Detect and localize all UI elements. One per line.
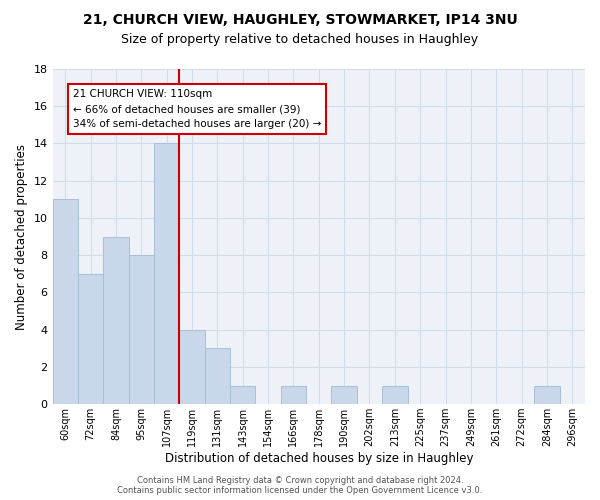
Bar: [534, 386, 560, 404]
Bar: [281, 386, 306, 404]
Bar: [382, 386, 407, 404]
X-axis label: Distribution of detached houses by size in Haughley: Distribution of detached houses by size …: [164, 452, 473, 465]
Bar: [103, 236, 128, 404]
Bar: [179, 330, 205, 404]
Text: 21, CHURCH VIEW, HAUGHLEY, STOWMARKET, IP14 3NU: 21, CHURCH VIEW, HAUGHLEY, STOWMARKET, I…: [83, 12, 517, 26]
Bar: [331, 386, 357, 404]
Bar: [53, 200, 78, 404]
Text: 21 CHURCH VIEW: 110sqm
← 66% of detached houses are smaller (39)
34% of semi-det: 21 CHURCH VIEW: 110sqm ← 66% of detached…: [73, 90, 321, 129]
Bar: [128, 255, 154, 404]
Y-axis label: Number of detached properties: Number of detached properties: [15, 144, 28, 330]
Text: Contains HM Land Registry data © Crown copyright and database right 2024.
Contai: Contains HM Land Registry data © Crown c…: [118, 476, 482, 495]
Bar: [230, 386, 256, 404]
Text: Size of property relative to detached houses in Haughley: Size of property relative to detached ho…: [121, 32, 479, 46]
Bar: [78, 274, 103, 404]
Bar: [154, 144, 179, 404]
Bar: [205, 348, 230, 404]
